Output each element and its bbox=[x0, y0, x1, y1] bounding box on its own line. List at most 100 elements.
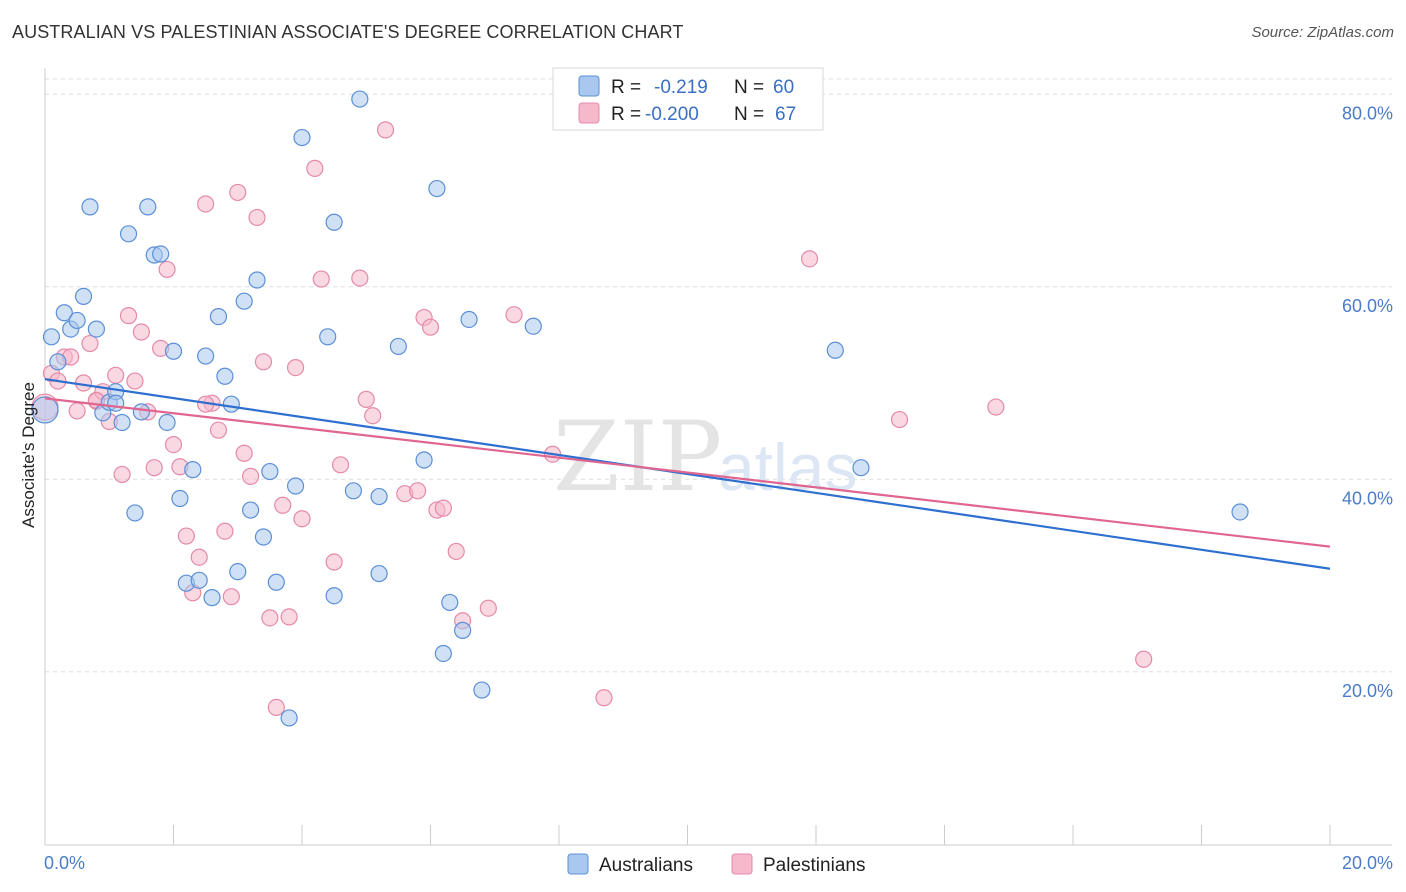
point-australians bbox=[55, 304, 73, 322]
point-palestinians bbox=[261, 609, 279, 627]
legend-n-value-2: 67 bbox=[775, 104, 796, 125]
point-palestinians bbox=[190, 548, 208, 566]
chart-title: AUSTRALIAN VS PALESTINIAN ASSOCIATE'S DE… bbox=[12, 22, 684, 42]
point-palestinians bbox=[68, 402, 86, 420]
legend-r-value-2: -0.200 bbox=[645, 104, 699, 125]
point-palestinians bbox=[229, 183, 247, 202]
point-palestinians bbox=[209, 421, 228, 439]
point-palestinians bbox=[306, 159, 324, 177]
point-australians bbox=[267, 573, 285, 591]
point-palestinians bbox=[197, 195, 215, 213]
series-legend-label-australians: Australians bbox=[599, 855, 693, 876]
point-palestinians bbox=[447, 542, 465, 561]
point-australians bbox=[107, 394, 125, 412]
point-palestinians bbox=[325, 553, 343, 571]
series-legend-swatch-australians bbox=[567, 853, 589, 875]
series-legend: Australians Palestinians bbox=[567, 853, 865, 876]
point-australians bbox=[184, 461, 202, 479]
point-palestinians bbox=[81, 334, 99, 353]
trend-lines bbox=[44, 378, 1331, 570]
point-australians bbox=[87, 320, 106, 338]
point-australians bbox=[415, 451, 433, 469]
point-australians bbox=[68, 311, 86, 330]
point-australians bbox=[222, 395, 240, 413]
trend-line-palestinians bbox=[44, 397, 1331, 548]
legend-r-value-1: -0.219 bbox=[654, 77, 708, 98]
point-australians bbox=[524, 317, 542, 335]
point-palestinians bbox=[248, 208, 266, 227]
point-palestinians bbox=[595, 689, 613, 707]
y-tick-label: 20.0% bbox=[1342, 681, 1393, 701]
point-palestinians bbox=[357, 390, 375, 408]
point-australians bbox=[203, 589, 221, 607]
point-palestinians bbox=[293, 510, 311, 528]
y-tick-label: 60.0% bbox=[1342, 296, 1393, 316]
point-australians bbox=[254, 528, 273, 546]
point-palestinians bbox=[242, 467, 260, 485]
legend-r-label-1: R = bbox=[611, 77, 641, 98]
point-australians bbox=[473, 681, 491, 699]
grid bbox=[45, 78, 1392, 673]
point-australians bbox=[852, 459, 870, 477]
point-palestinians bbox=[274, 496, 292, 514]
point-australians bbox=[370, 564, 388, 583]
point-palestinians bbox=[119, 307, 138, 325]
point-palestinians bbox=[800, 250, 819, 268]
point-australians bbox=[119, 225, 138, 243]
point-australians bbox=[319, 328, 337, 346]
point-palestinians bbox=[132, 323, 150, 341]
point-australians bbox=[171, 489, 189, 508]
legend-n-value-1: 60 bbox=[773, 77, 794, 98]
point-palestinians bbox=[280, 608, 298, 626]
point-australians bbox=[126, 504, 144, 522]
point-palestinians bbox=[145, 459, 163, 477]
point-australians bbox=[293, 128, 311, 147]
x-tick-label-start: 0.0% bbox=[44, 853, 85, 873]
point-palestinians bbox=[267, 698, 285, 716]
point-palestinians bbox=[286, 359, 305, 377]
point-palestinians bbox=[890, 410, 909, 429]
point-australians bbox=[197, 347, 215, 365]
series-legend-label-palestinians: Palestinians bbox=[763, 855, 865, 876]
legend-swatch-australians bbox=[578, 75, 600, 97]
point-australians bbox=[235, 292, 253, 310]
legend-r-label-2: R = bbox=[611, 104, 641, 125]
legend-swatch-palestinians bbox=[578, 102, 600, 124]
y-tick-label: 80.0% bbox=[1342, 103, 1393, 123]
point-australians bbox=[49, 353, 67, 371]
point-australians bbox=[216, 367, 234, 385]
point-australians bbox=[370, 487, 388, 506]
source-credit: Source: ZipAtlas.com bbox=[1251, 24, 1394, 41]
legend-n-label-2: N = bbox=[734, 104, 764, 125]
point-australians bbox=[434, 644, 452, 663]
point-palestinians bbox=[434, 499, 452, 517]
point-palestinians bbox=[331, 456, 350, 474]
point-australians bbox=[209, 307, 228, 326]
y-tick-label: 40.0% bbox=[1342, 488, 1393, 508]
point-palestinians bbox=[505, 306, 523, 324]
point-australians bbox=[132, 403, 150, 421]
point-australians bbox=[454, 621, 472, 639]
point-palestinians bbox=[222, 588, 240, 606]
point-australians bbox=[441, 593, 459, 612]
y-axis-label: Associate's Degree bbox=[19, 382, 38, 528]
point-australians bbox=[31, 396, 59, 424]
point-palestinians bbox=[376, 121, 395, 139]
point-australians bbox=[826, 341, 844, 359]
point-australians bbox=[242, 501, 260, 519]
point-palestinians bbox=[479, 599, 497, 617]
point-australians bbox=[74, 287, 93, 305]
point-australians bbox=[158, 413, 176, 432]
point-australians bbox=[1231, 503, 1249, 521]
point-palestinians bbox=[216, 522, 234, 540]
trend-line-australians bbox=[44, 378, 1331, 570]
point-palestinians bbox=[351, 269, 369, 287]
point-palestinians bbox=[177, 527, 195, 545]
point-palestinians bbox=[409, 482, 427, 500]
watermark-zip: ZIP bbox=[553, 401, 722, 513]
point-palestinians bbox=[987, 398, 1005, 416]
point-australians bbox=[344, 482, 362, 500]
watermark-atlas: atlas bbox=[718, 430, 857, 504]
point-australians bbox=[428, 179, 446, 198]
point-palestinians bbox=[235, 444, 253, 462]
